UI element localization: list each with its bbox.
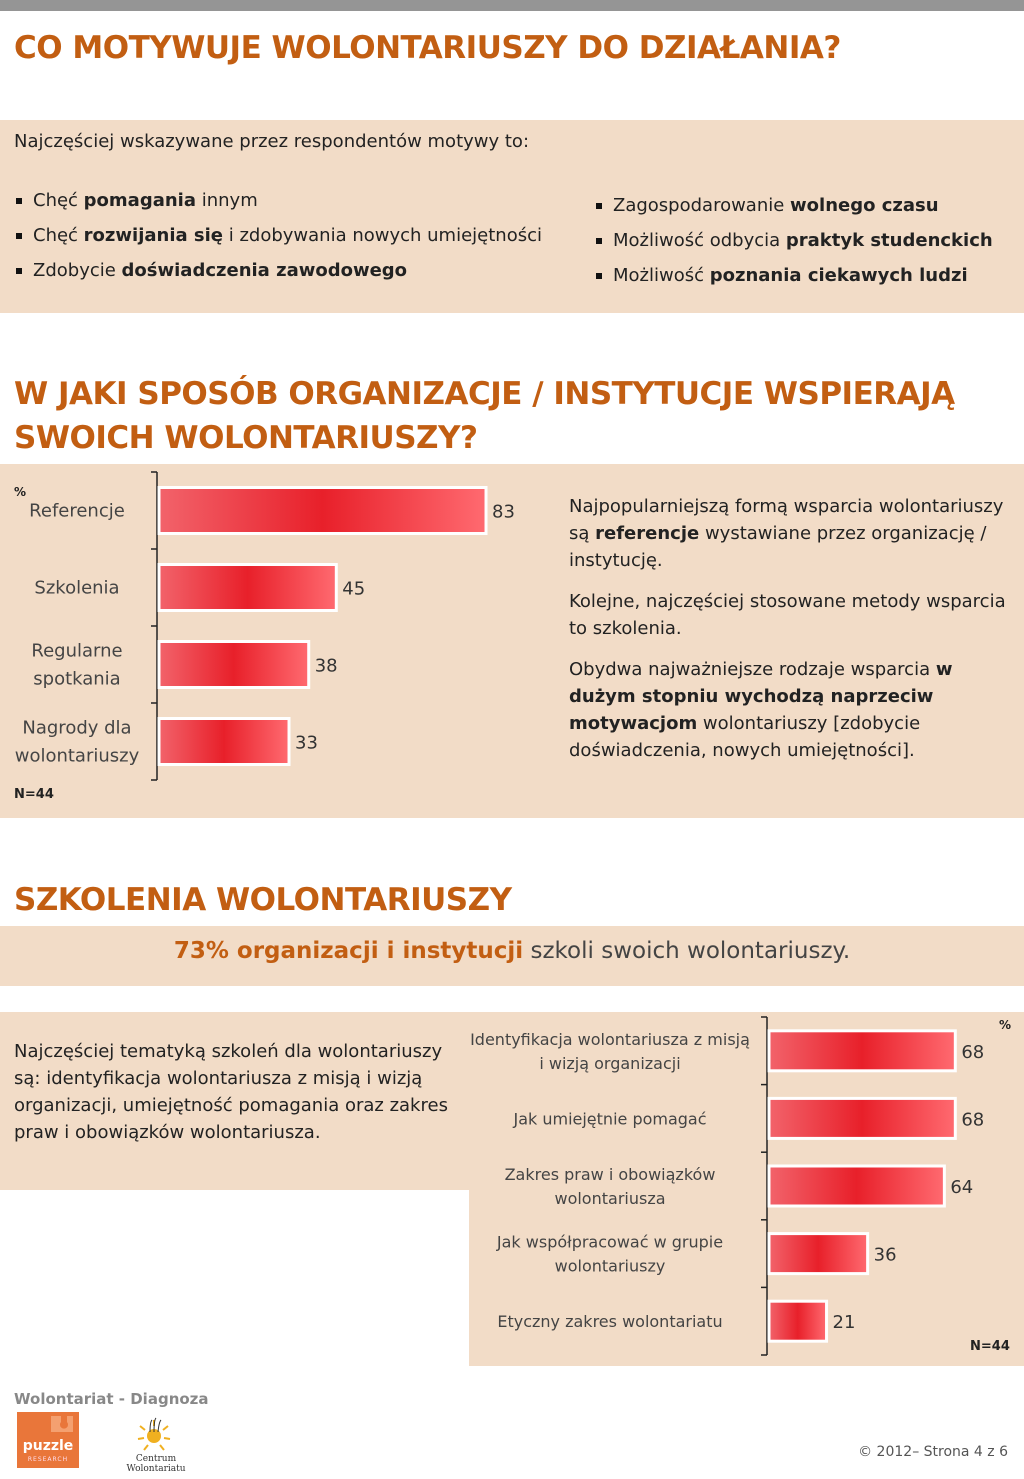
training-highlight: 73% organizacji i instytucji szkoli swoi… xyxy=(173,938,851,964)
chart1-value-label: 83 xyxy=(492,502,515,523)
chart1-percent-label: % xyxy=(14,485,27,499)
chart1-category-label: Nagrody dla xyxy=(22,718,131,739)
chart2-n-label: N=44 xyxy=(970,1339,1010,1354)
chart2-bar xyxy=(767,1299,829,1343)
chart1-bar xyxy=(157,486,488,535)
chart1-value-label: 38 xyxy=(315,656,338,677)
section2-title-line1: W JAKI SPOSÓB ORGANIZACJE / INSTYTUCJE W… xyxy=(14,376,955,412)
support-paragraph-1: Najpopularniejszą formą wsparcia wolonta… xyxy=(569,496,1004,571)
training-panel-bottom xyxy=(469,1190,1024,1366)
puzzle-research-logo: puzzle RESEARCH xyxy=(17,1412,79,1468)
footer-title: Wolontariat - Diagnoza xyxy=(14,1390,209,1408)
motive-item-left-1: Chęć rozwijania się i zdobywania nowych … xyxy=(14,224,542,259)
chart1-category-label: wolontariuszy xyxy=(15,746,140,767)
chart1-category-label: Szkolenia xyxy=(34,578,119,599)
chart1-n-label: N=44 xyxy=(14,787,54,802)
motive-item-left-2: Zdobycie doświadczenia zawodowego xyxy=(14,259,542,294)
chart2-category-label: Jak współpracować w grupie xyxy=(496,1233,723,1252)
training-description: Najczęściej tematyką szkoleń dla wolonta… xyxy=(14,1041,448,1143)
support-description: Najpopularniejszą formą wsparcia wolonta… xyxy=(569,493,1009,778)
section1-title: CO MOTYWUJE WOLONTARIUSZY DO DZIAŁANIA? xyxy=(14,30,841,66)
motive-item-right-1: Możliwość odbycia praktyk studenckich xyxy=(594,229,993,264)
chart2-category-label: Identyfikacja wolontariusza z misją xyxy=(470,1030,750,1049)
section3-title: SZKOLENIA WOLONTARIUSZY xyxy=(14,882,512,918)
chart1-bar xyxy=(157,717,291,766)
motive-item-left-0: Chęć pomagania innym xyxy=(14,189,542,224)
chart2-bar xyxy=(767,1232,870,1276)
section2-title-line2: SWOICH WOLONTARIUSZY? xyxy=(14,420,478,456)
chart1-category-label: spotkania xyxy=(33,669,120,690)
motives-list-right: Zagospodarowanie wolnego czasu Możliwość … xyxy=(594,194,993,299)
training-bar-chart: 68 Identyfikacja wolontariusza z misją i w… xyxy=(470,1016,984,1356)
support-paragraph-3: Obydwa najważniejsze rodzaje wsparcia w … xyxy=(569,659,953,761)
chart2-value-label: 68 xyxy=(961,1109,984,1130)
centrum-wolontariatu-logo: Centrum Wolontariatu xyxy=(106,1414,206,1474)
support-paragraph-2: Kolejne, najczęściej stosowane metody ws… xyxy=(569,591,1006,639)
chart2-category-label: i wizją organizacji xyxy=(539,1054,680,1073)
puzzle-piece-icon xyxy=(51,1416,73,1432)
highlight-panel xyxy=(0,926,1024,986)
sun-hand-icon xyxy=(137,1417,171,1451)
motive-item-right-0: Zagospodarowanie wolnego czasu xyxy=(594,194,993,229)
motives-list-left: Chęć pomagania innym Chęć rozwijania się … xyxy=(14,189,542,294)
chart1-value-label: 45 xyxy=(342,579,365,600)
chart2-value-label: 64 xyxy=(950,1177,973,1198)
chart2-value-label: 21 xyxy=(833,1312,856,1333)
chart2-bar xyxy=(767,1164,946,1208)
chart2-category-label: wolontariuszy xyxy=(555,1257,666,1276)
chart2-category-label: Jak umiejętnie pomagać xyxy=(512,1109,706,1128)
chart2-bar xyxy=(767,1096,957,1140)
motives-panel xyxy=(0,120,1024,313)
chart2-category-label: Etyczny zakres wolontariatu xyxy=(497,1312,722,1331)
top-bar xyxy=(0,0,1024,11)
section2-title: W JAKI SPOSÓB ORGANIZACJE / INSTYTUCJE W… xyxy=(14,372,955,460)
motive-item-right-2: Możliwość poznania ciekawych ludzi xyxy=(594,264,993,299)
chart2-value-label: 36 xyxy=(874,1245,897,1266)
chart2-category-label: wolontariusza xyxy=(554,1189,665,1208)
chart1-category-label: Referencje xyxy=(29,501,125,522)
chart1-bar xyxy=(157,563,338,612)
motives-intro: Najczęściej wskazywane przez respondentó… xyxy=(14,131,530,152)
chart2-value-label: 68 xyxy=(961,1042,984,1063)
chart1-value-label: 33 xyxy=(295,733,318,754)
chart1-bar xyxy=(157,640,311,689)
chart1-category-label: Regularne xyxy=(31,641,122,662)
chart2-bar xyxy=(767,1029,957,1073)
chart2-category-label: Zakres praw i obowiązków xyxy=(505,1165,716,1184)
copyright: © 2012– Strona 4 z 6 xyxy=(858,1444,1008,1460)
chart2-percent-label: % xyxy=(999,1018,1012,1032)
support-bar-chart: 83 Referencje 45 Szkolenia 38 Regularne spotka… xyxy=(15,471,515,781)
